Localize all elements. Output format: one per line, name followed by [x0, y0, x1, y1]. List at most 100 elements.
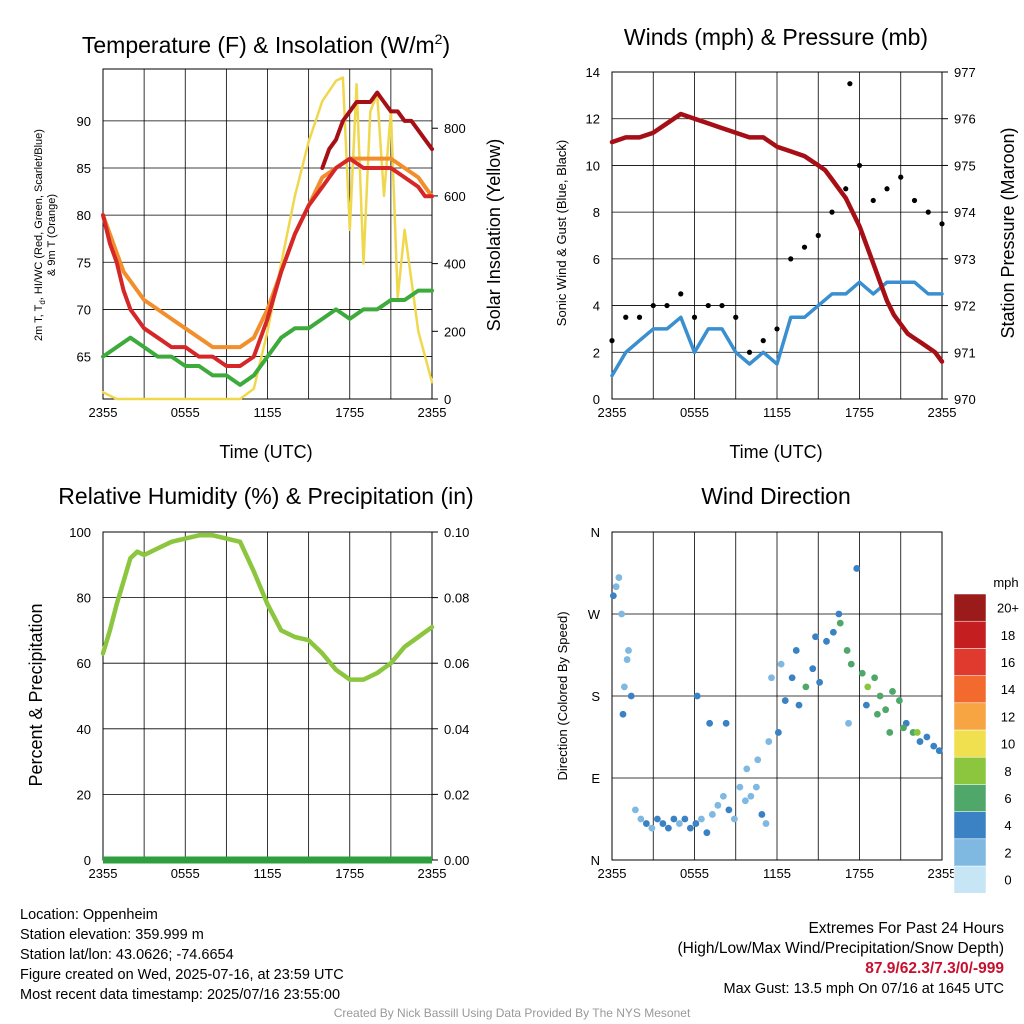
- gust-point: [884, 186, 890, 192]
- gust-point: [925, 209, 931, 215]
- winds-y2-tick-label: 973: [954, 252, 976, 267]
- winds-x-tick-label: 2355: [598, 405, 627, 420]
- direction-point: [631, 806, 639, 814]
- colorbar-label: 4: [1004, 818, 1011, 833]
- colorbar-swatch: [953, 620, 987, 649]
- winds-y2-tick-label: 972: [954, 299, 976, 314]
- pressure-line: [609, 111, 945, 364]
- winds-y-tick-label: 8: [593, 205, 600, 220]
- direction-point: [706, 719, 714, 727]
- gust-point: [847, 81, 853, 87]
- humidity-y2-tick-label: 0.06: [444, 656, 469, 671]
- winds-y2-tick-label: 971: [954, 345, 976, 360]
- winds-y-tick-label: 0: [593, 392, 600, 407]
- humidity-y2-tick-label: 0.04: [444, 722, 469, 737]
- direction-point: [736, 783, 744, 791]
- direction-point: [741, 797, 749, 805]
- direction-point: [693, 692, 701, 700]
- direction-point: [836, 619, 844, 627]
- humidity-y2-tick-label: 0.08: [444, 591, 469, 606]
- direction-point: [882, 706, 890, 714]
- direction-point: [743, 765, 751, 773]
- direction-point: [747, 792, 755, 800]
- gust-point: [746, 349, 753, 355]
- humidity-line: [100, 533, 435, 682]
- gust-point: [760, 338, 766, 344]
- winds-y-tick-label: 2: [593, 345, 600, 360]
- direction-point: [762, 820, 770, 827]
- gust-point: [623, 314, 629, 320]
- recent-data-text: Most recent data timestamp: 2025/07/16 2…: [20, 987, 341, 1003]
- direction-point: [637, 815, 645, 823]
- colorbar-swatch: [953, 756, 987, 785]
- direction-point: [829, 628, 837, 636]
- temp-9m-line: [101, 156, 434, 350]
- temperature-y-tick-label: 65: [77, 350, 91, 365]
- humidity-y-tick-label: 20: [77, 787, 91, 802]
- gust-point: [843, 186, 849, 192]
- direction-point: [725, 806, 733, 814]
- direction-y-label: Direction (Colored By Speed): [555, 611, 570, 780]
- insolation-line: [101, 76, 434, 401]
- direction-point: [802, 683, 810, 691]
- colorbar-label: 20+: [997, 601, 1019, 616]
- direction-point: [708, 811, 716, 818]
- winds-y-tick-label: 14: [586, 65, 600, 80]
- winds-y2-tick-label: 977: [954, 65, 976, 80]
- direction-point: [792, 647, 800, 654]
- gust-point: [678, 291, 684, 297]
- direction-point: [765, 738, 773, 745]
- direction-point: [886, 729, 894, 736]
- wind-direction-x-tick-label: 2355: [598, 866, 627, 881]
- direction-point: [648, 824, 656, 832]
- direction-point: [752, 783, 760, 791]
- extremes-info: Extremes For Past 24 Hours (High/Low/Max…: [678, 919, 1005, 999]
- winds-y2-tick-label: 974: [954, 205, 976, 220]
- direction-point: [670, 815, 678, 823]
- gust-point: [636, 314, 643, 320]
- direction-point: [853, 565, 861, 572]
- gust-point: [609, 338, 615, 344]
- location-text: Location: Oppenheim: [20, 907, 158, 923]
- direction-point: [627, 692, 635, 700]
- colorbar-label: 0: [1004, 873, 1011, 888]
- direction-point: [777, 660, 785, 668]
- wind-direction-x-tick-label: 1155: [763, 866, 791, 881]
- temperature-y2-tick-label: 400: [444, 257, 466, 272]
- colorbar-swatch: [953, 811, 987, 840]
- winds-y-tick-label: 6: [593, 252, 600, 267]
- colorbar-title: mph: [993, 575, 1018, 590]
- direction-point: [768, 674, 775, 682]
- direction-point: [623, 656, 631, 663]
- colorbar-label: 18: [1001, 628, 1015, 643]
- humidity-x-tick-label: 0555: [171, 866, 200, 881]
- direction-point: [816, 678, 824, 686]
- temperature-y-label-line2: & 9m T (Orange): [46, 194, 58, 276]
- temperature-y-tick-label: 85: [77, 161, 91, 176]
- gust-point: [870, 197, 876, 204]
- direction-point: [862, 701, 870, 709]
- direction-point: [618, 610, 626, 618]
- direction-point: [847, 660, 855, 668]
- direction-point: [625, 647, 632, 654]
- colorbar-label: 10: [1001, 737, 1015, 752]
- winds-x-tick-label: 2355: [928, 405, 957, 420]
- gust-point: [829, 209, 835, 215]
- direction-point: [889, 688, 896, 695]
- colorbar-swatch: [953, 784, 987, 812]
- winds-y-tick-label: 12: [586, 112, 600, 127]
- wind-direction-y-tick-label: E: [591, 771, 600, 786]
- temperature-panel: Temperature (F) & Insolation (W/m2) Time…: [33, 31, 504, 462]
- temperature-x-tick-label: 2355: [418, 405, 447, 420]
- direction-point: [703, 829, 711, 837]
- direction-point: [620, 683, 628, 691]
- colorbar-swatch: [953, 648, 987, 676]
- wind-direction-y-tick-label: N: [591, 525, 600, 540]
- gust-point: [733, 314, 739, 320]
- colorbar-label: 14: [1001, 682, 1015, 697]
- direction-point: [659, 820, 667, 827]
- direction-point: [615, 574, 623, 581]
- direction-point: [858, 669, 866, 677]
- colorbar-label: 6: [1004, 791, 1011, 806]
- direction-point: [876, 692, 884, 700]
